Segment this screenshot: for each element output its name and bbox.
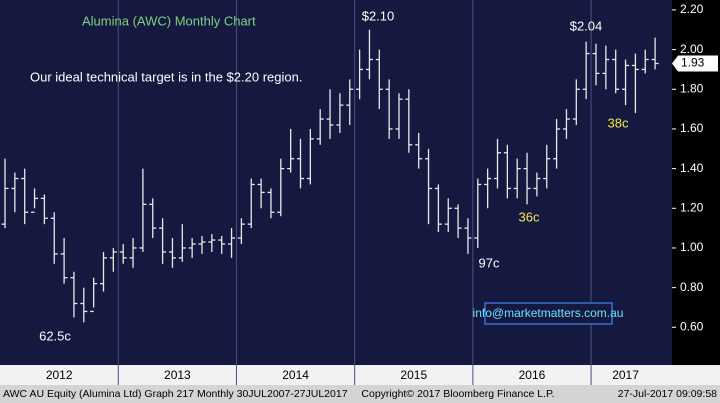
annotation: $2.10 — [362, 8, 395, 23]
y-tick-label: 2.00 — [680, 42, 704, 56]
chart-title: Alumina (AWC) Monthly Chart — [82, 13, 256, 28]
annotation: $2.04 — [570, 18, 603, 33]
y-tick-label: 1.00 — [680, 240, 704, 254]
chart-subtitle: Our ideal technical target is in the $2.… — [30, 69, 302, 84]
x-tick-label: 2014 — [282, 368, 309, 382]
y-tick-label: 2.20 — [680, 2, 704, 16]
annotation: 62.5c — [39, 328, 71, 343]
x-tick-label: 2012 — [46, 368, 73, 382]
footer-area — [0, 385, 720, 403]
y-tick-label: 0.80 — [680, 280, 704, 294]
y-tick-label: 1.60 — [680, 121, 704, 135]
contact-box — [484, 302, 613, 325]
footer-left: AWC AU Equity (Alumina Ltd) Graph 217 Mo… — [3, 388, 348, 400]
y-tick-label: 1.40 — [680, 161, 704, 175]
x-tick-label: 2016 — [519, 368, 546, 382]
y-tick-label: 0.60 — [680, 319, 704, 333]
footer-date: 27-Jul-2017 09:09:58 — [618, 388, 717, 400]
contact-text: info@marketmatters.com.au — [473, 306, 624, 320]
annotation: 97c — [479, 255, 500, 270]
footer-copyright: Copyright© 2017 Bloomberg Finance L.P. — [361, 388, 554, 400]
annotation: 36c — [519, 209, 540, 224]
x-axis-area — [0, 365, 720, 385]
y-tick-label: 1.20 — [680, 200, 704, 214]
x-tick-label: 2017 — [612, 368, 639, 382]
y-tick-label: 1.80 — [680, 81, 704, 95]
x-tick-label: 2013 — [164, 368, 191, 382]
last-price-label: 1.93 — [681, 56, 705, 70]
annotation: 38c — [608, 115, 629, 130]
last-price-tag — [672, 55, 718, 72]
x-tick-label: 2015 — [400, 368, 427, 382]
